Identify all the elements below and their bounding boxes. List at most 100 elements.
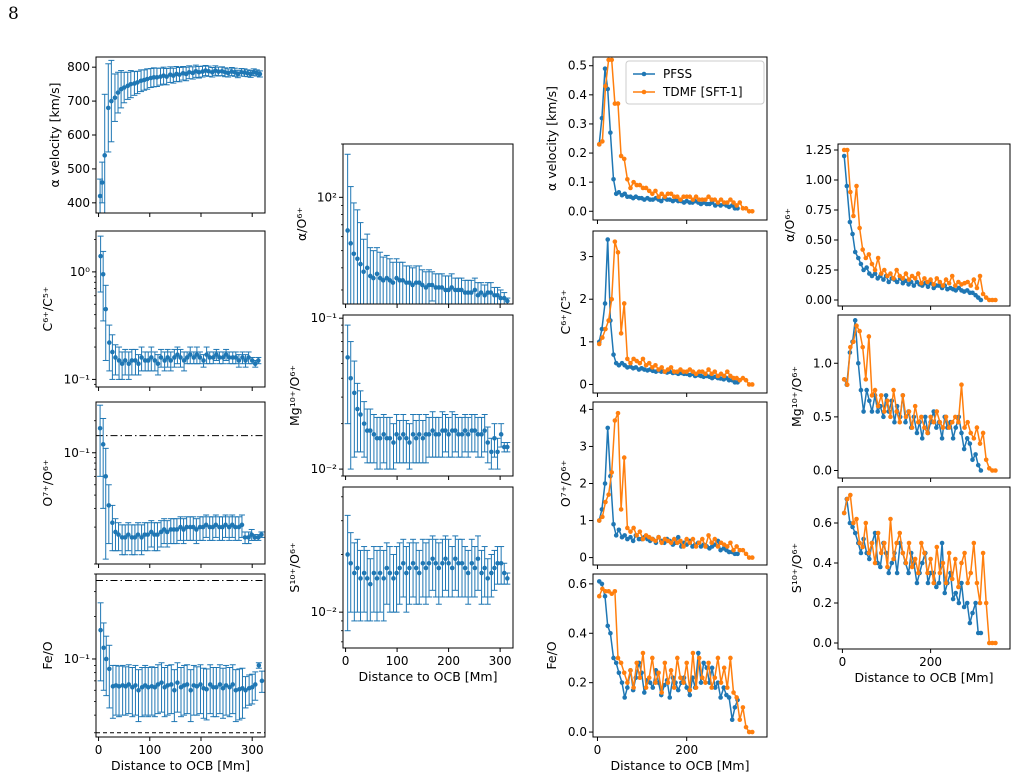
data-point-tdmf xyxy=(866,334,872,339)
data-point-pfss xyxy=(611,655,616,661)
data-point-pfss xyxy=(420,560,426,566)
data-point-pfss xyxy=(161,527,167,532)
data-point-tdmf xyxy=(857,540,862,546)
data-point-pfss xyxy=(177,72,182,77)
data-point-tdmf xyxy=(993,468,998,473)
data-point-pfss xyxy=(203,522,209,528)
data-point-pfss xyxy=(407,440,412,445)
data-point-pfss xyxy=(99,180,105,185)
data-point-tdmf xyxy=(934,544,940,550)
data-point-tdmf xyxy=(863,255,869,261)
data-point-tdmf xyxy=(743,377,749,383)
y-tick-label: 0.0 xyxy=(568,725,587,739)
data-point-tdmf xyxy=(734,203,739,208)
data-point-pfss xyxy=(135,80,140,85)
data-point-pfss xyxy=(492,435,497,441)
data-point-pfss xyxy=(647,680,653,685)
data-point-pfss xyxy=(964,600,970,606)
data-point-tdmf xyxy=(715,200,721,205)
y-axis-label: O⁷⁺/O⁶⁺ xyxy=(558,460,573,507)
series-line-pfss xyxy=(843,155,982,301)
data-point-tdmf xyxy=(668,668,674,673)
data-point-tdmf xyxy=(721,373,727,379)
data-point-tdmf xyxy=(922,550,927,556)
data-point-pfss xyxy=(469,560,475,566)
data-point-pfss xyxy=(387,570,393,576)
data-point-pfss xyxy=(122,358,128,363)
data-point-pfss xyxy=(482,292,487,298)
data-point-tdmf xyxy=(596,142,602,147)
data-point-pfss xyxy=(630,538,636,544)
data-point-pfss xyxy=(459,432,465,437)
data-point-pfss xyxy=(505,298,510,304)
data-point-tdmf xyxy=(646,188,652,194)
data-point-pfss xyxy=(184,682,190,687)
data-point-pfss xyxy=(126,682,132,687)
data-point-pfss xyxy=(368,581,373,587)
data-point-tdmf xyxy=(937,279,943,285)
data-point-tdmf xyxy=(928,556,933,562)
data-point-pfss xyxy=(352,570,357,576)
data-point-tdmf xyxy=(734,544,739,549)
data-point-tdmf xyxy=(903,560,909,566)
data-point-pfss xyxy=(126,361,132,366)
data-point-tdmf xyxy=(965,279,970,285)
data-point-pfss xyxy=(858,550,864,556)
data-point-tdmf xyxy=(628,185,633,191)
data-point-pfss xyxy=(950,596,956,602)
data-point-tdmf xyxy=(600,586,605,592)
data-point-tdmf xyxy=(628,360,633,366)
data-point-tdmf xyxy=(909,564,915,570)
data-point-pfss xyxy=(230,682,236,687)
panel-o7_o6_err: 10⁻¹ O⁷⁺/O⁶⁺ xyxy=(40,401,266,568)
y-axis-label: Mg¹⁰⁺/O⁶⁺ xyxy=(789,366,804,427)
data-point-tdmf xyxy=(743,206,749,211)
data-point-tdmf xyxy=(659,540,665,546)
data-point-tdmf xyxy=(625,525,630,531)
data-point-tdmf xyxy=(909,273,915,279)
data-point-pfss xyxy=(122,535,128,540)
data-point-tdmf xyxy=(615,655,621,661)
data-point-pfss xyxy=(132,535,138,540)
data-point-tdmf xyxy=(980,550,986,556)
data-point-pfss xyxy=(159,680,164,685)
panel-s10_o6_rel: 0.0 0.2 0.4 0.6 0 200 S¹⁰⁺/O⁶⁺ Distance to OCB … xyxy=(789,486,1011,685)
data-point-tdmf xyxy=(894,267,899,273)
data-point-tdmf xyxy=(706,367,711,372)
data-point-pfss xyxy=(358,576,363,581)
data-point-pfss xyxy=(391,576,396,581)
data-point-pfss xyxy=(387,435,393,441)
data-point-pfss xyxy=(194,352,200,357)
data-point-pfss xyxy=(894,570,900,576)
data-point-tdmf xyxy=(687,194,693,200)
axes-frame xyxy=(342,314,514,477)
data-point-tdmf xyxy=(643,685,649,690)
data-point-tdmf xyxy=(643,185,649,191)
data-point-tdmf xyxy=(977,273,983,279)
data-point-pfss xyxy=(121,85,127,90)
y-tick-label: 600 xyxy=(67,128,90,142)
data-point-tdmf xyxy=(943,414,949,420)
data-point-pfss xyxy=(158,355,164,360)
data-point-pfss xyxy=(145,532,151,537)
data-point-tdmf xyxy=(980,430,986,436)
data-point-tdmf xyxy=(650,655,655,661)
data-point-pfss xyxy=(155,682,161,687)
data-point-tdmf xyxy=(977,600,983,606)
y-axis-label: O⁷⁺/O⁶⁺ xyxy=(40,459,55,506)
data-point-tdmf xyxy=(959,382,964,388)
data-point-tdmf xyxy=(712,197,718,202)
data-point-tdmf xyxy=(968,430,974,436)
data-point-pfss xyxy=(175,352,180,357)
data-point-tdmf xyxy=(841,510,847,516)
data-point-pfss xyxy=(611,176,616,182)
data-point-tdmf xyxy=(882,267,887,273)
data-point-pfss xyxy=(939,540,945,546)
data-point-pfss xyxy=(361,269,366,275)
data-point-pfss xyxy=(505,444,510,450)
data-point-pfss xyxy=(172,355,177,360)
axes-frame xyxy=(837,314,1011,479)
data-point-tdmf xyxy=(628,529,633,534)
data-point-pfss xyxy=(355,406,360,412)
data-point-pfss xyxy=(850,524,855,530)
